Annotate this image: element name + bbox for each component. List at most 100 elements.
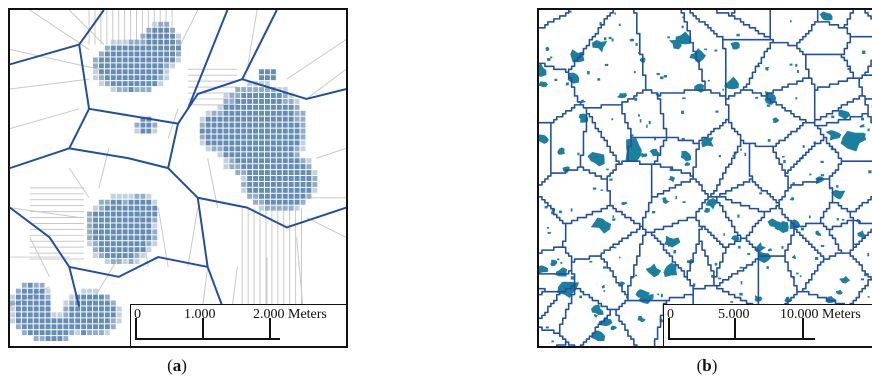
cluster-pixel — [146, 45, 152, 51]
cluster-pixel — [270, 104, 276, 110]
cluster-pixel — [122, 75, 128, 81]
patch-speck — [815, 256, 819, 260]
skeleton-line — [306, 68, 346, 100]
cluster-pixel — [146, 39, 152, 45]
cluster-pixel — [211, 110, 217, 116]
patch-speck — [667, 243, 670, 247]
cluster-pixel — [152, 128, 158, 134]
scale-bar-tick — [135, 318, 137, 340]
cluster-pixel — [282, 146, 288, 152]
cluster-pixel — [294, 146, 300, 152]
patch-speck — [673, 250, 677, 254]
patch — [557, 281, 580, 299]
cluster-pixel — [259, 140, 264, 146]
cluster-pixel — [33, 294, 39, 300]
cluster-pixel — [259, 193, 264, 199]
cluster-pixel — [223, 122, 229, 128]
patch-speck — [693, 283, 696, 287]
cluster-pixel — [63, 336, 69, 342]
cluster-pixel — [152, 217, 158, 223]
patch — [689, 48, 706, 64]
cluster-pixel — [282, 122, 288, 128]
patch-speck — [568, 10, 572, 13]
patch — [601, 284, 605, 289]
patch-speck — [867, 128, 870, 132]
patch — [616, 93, 628, 99]
cluster-pixel — [259, 81, 264, 87]
cluster-pixel — [87, 211, 93, 217]
cluster-pixel — [217, 134, 223, 140]
cluster-pixel — [264, 110, 270, 116]
patch-speck — [660, 76, 664, 80]
patch-speck — [638, 52, 640, 54]
cluster-pixel — [45, 288, 51, 294]
cluster-pixel — [128, 199, 134, 205]
cluster-pixel — [253, 110, 259, 116]
cluster-pixel — [39, 324, 45, 330]
patch-speck — [600, 189, 603, 191]
cluster-pixel — [270, 69, 276, 75]
cluster-pixel — [128, 229, 134, 235]
cluster-pixel — [116, 45, 122, 51]
cluster-pixel — [98, 63, 104, 69]
cluster-pixel — [176, 39, 181, 45]
cluster-pixel — [110, 253, 116, 259]
cluster-pixel — [164, 57, 170, 63]
cluster-pixel — [294, 116, 300, 122]
skeleton-line — [286, 39, 346, 80]
cluster-pixel — [247, 181, 253, 187]
cluster-pixel — [93, 229, 98, 235]
cluster-pixel — [259, 98, 264, 104]
cluster-pixel — [69, 324, 75, 330]
cluster-pixel — [223, 104, 229, 110]
cluster-pixel — [33, 330, 39, 336]
cluster-pixel — [51, 324, 57, 330]
cluster-pixel — [276, 122, 282, 128]
cluster-pixel — [247, 128, 253, 134]
patch-speck — [634, 97, 638, 101]
cluster-pixel — [270, 110, 276, 116]
cluster-pixel — [140, 75, 146, 81]
patch-speck — [681, 110, 685, 114]
cluster-pixel — [146, 57, 152, 63]
cluster-pixel — [288, 146, 294, 152]
cluster-pixel — [288, 104, 294, 110]
cluster-pixel — [116, 51, 122, 57]
cluster-pixel — [15, 288, 21, 294]
cluster-pixel — [39, 294, 45, 300]
patch-speck — [667, 36, 670, 39]
cluster-pixel — [306, 187, 312, 193]
cluster-pixel — [110, 259, 116, 264]
cluster-pixel — [152, 27, 158, 33]
cluster-pixel — [217, 122, 223, 128]
patch-speck — [635, 274, 638, 277]
cluster-pixel — [45, 300, 51, 306]
cluster-pixel — [276, 176, 282, 181]
cluster-pixel — [10, 294, 15, 300]
cluster-pixel — [270, 158, 276, 164]
cluster-pixel — [110, 51, 116, 57]
boundary-line — [241, 78, 346, 100]
cluster-pixel — [122, 229, 128, 235]
cluster-pixel — [294, 181, 300, 187]
cluster-pixel — [247, 193, 253, 199]
cluster-pixel — [288, 158, 294, 164]
cluster-pixel — [110, 81, 116, 87]
patch-speck — [546, 226, 549, 229]
patch — [637, 315, 646, 323]
cluster-pixel — [122, 253, 128, 259]
cluster-pixel — [241, 152, 247, 158]
cluster-pixel — [247, 122, 253, 128]
cluster-pixel — [98, 318, 104, 324]
patch — [539, 62, 547, 77]
cluster-pixel — [253, 152, 259, 158]
patch-speck — [738, 245, 741, 249]
patch — [668, 35, 682, 50]
cluster-pixel — [288, 152, 294, 158]
cluster-pixel — [288, 116, 294, 122]
cluster-pixel — [93, 205, 98, 211]
cluster-pixel — [140, 57, 146, 63]
cluster-pixel — [259, 69, 264, 75]
cluster-pixel — [270, 146, 276, 152]
patch — [539, 81, 548, 88]
